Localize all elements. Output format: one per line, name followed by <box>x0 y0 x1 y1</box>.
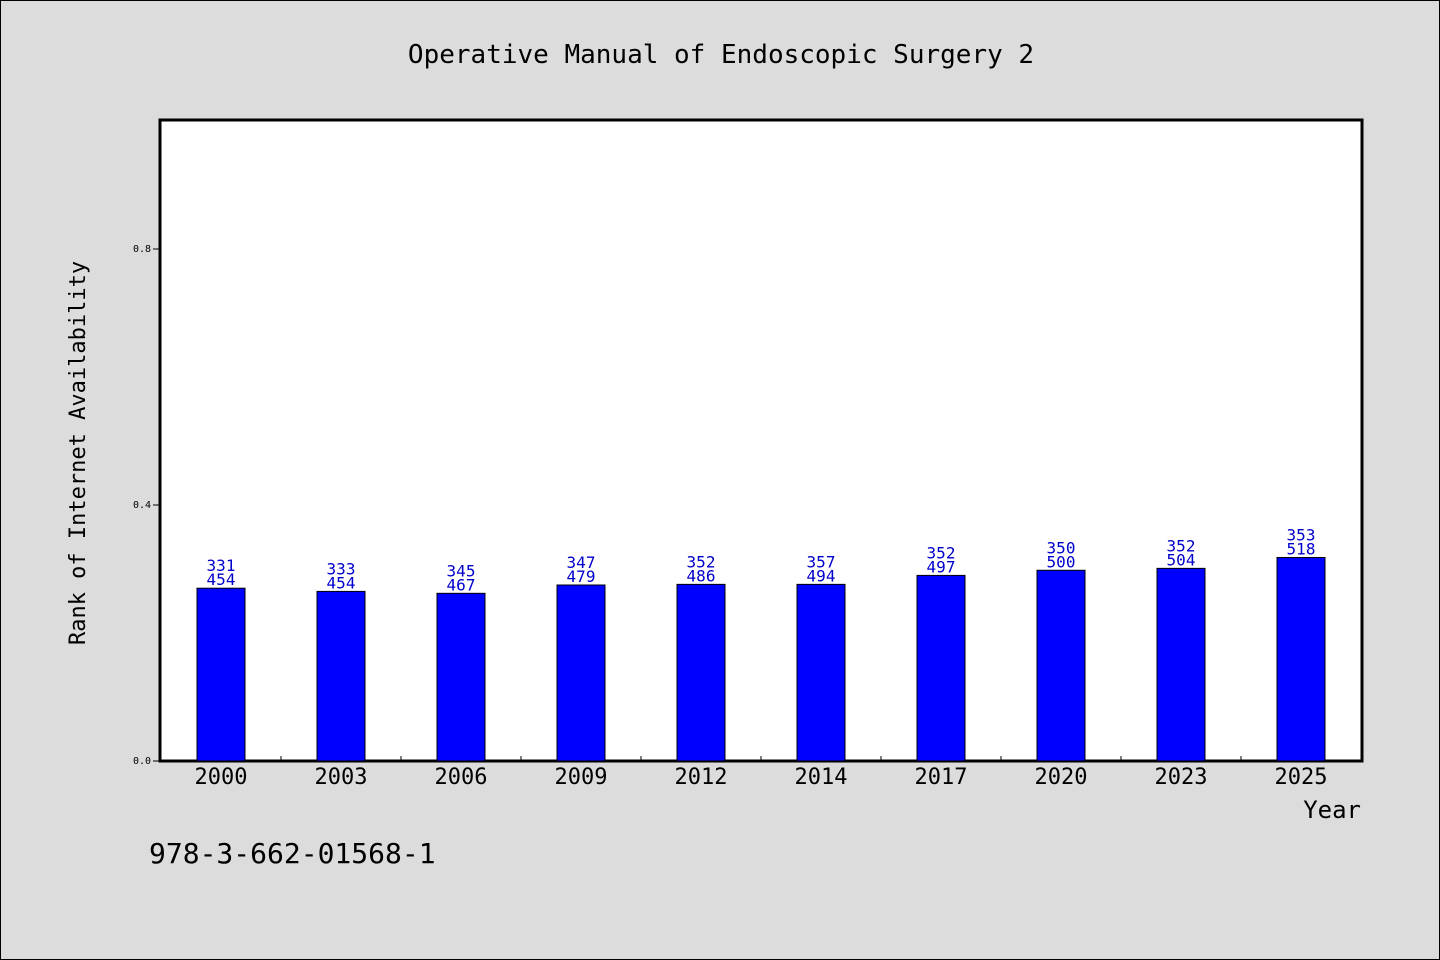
x-tick-label: 2003 <box>315 765 368 790</box>
data-label-top: 352 <box>927 543 956 562</box>
bar-2012 <box>676 583 726 762</box>
data-label-top: 350 <box>1047 538 1076 557</box>
x-tick-label: 2023 <box>1155 765 1208 790</box>
x-tick-label: 2006 <box>435 765 488 790</box>
x-axis-label: Year <box>1303 796 1361 824</box>
data-label-top: 333 <box>327 559 356 578</box>
data-label-top: 347 <box>567 553 596 572</box>
y-tick-label: 0.4 <box>133 500 151 511</box>
data-label-top: 352 <box>1167 536 1196 555</box>
x-tick-label: 2000 <box>195 765 248 790</box>
data-label-bottom: 479 <box>567 567 596 586</box>
x-tick-label: 2014 <box>795 765 848 790</box>
bar-2006 <box>436 592 486 762</box>
data-label-top: 357 <box>807 552 836 571</box>
x-axis: 2000 2003 2006 2009 2012 2014 2017 2020 2023 2025 <box>195 756 1328 790</box>
x-tick-label: 2012 <box>675 765 728 790</box>
data-label-bottom: 497 <box>927 557 956 576</box>
chart-title: Operative Manual of Endoscopic Surgery 2 <box>408 40 1034 70</box>
data-label-bottom: 454 <box>207 570 236 589</box>
bar-2000 <box>196 587 246 762</box>
bar-2003 <box>316 590 366 762</box>
y-tick-label: 0.0 <box>133 756 151 767</box>
x-tick-label: 2025 <box>1275 765 1328 790</box>
isbn-text: 978-3-662-01568-1 <box>149 837 436 870</box>
data-label-bottom: 467 <box>447 575 476 594</box>
data-label-bottom: 454 <box>327 573 356 592</box>
bar-2020 <box>1036 569 1086 762</box>
data-label-top: 352 <box>687 552 716 571</box>
bar-2014 <box>796 583 846 762</box>
data-label-top: 353 <box>1287 525 1316 544</box>
bar-2023 <box>1156 567 1206 762</box>
bar-2025 <box>1276 556 1326 762</box>
x-tick-label: 2020 <box>1035 765 1088 790</box>
x-tick-label: 2009 <box>555 765 608 790</box>
data-label-bottom: 518 <box>1287 539 1316 558</box>
y-axis: 0.0 0.4 0.8 <box>133 244 161 767</box>
data-label-bottom: 494 <box>807 566 836 585</box>
data-label-bottom: 486 <box>687 566 716 585</box>
bar-2009 <box>556 584 606 762</box>
data-label-top: 331 <box>207 556 236 575</box>
data-label-top: 345 <box>447 561 476 580</box>
data-label-bottom: 504 <box>1167 550 1196 569</box>
data-label-bottom: 500 <box>1047 552 1076 571</box>
y-tick-label: 0.8 <box>133 244 151 255</box>
bars <box>196 556 1326 762</box>
bar-2017 <box>916 574 966 762</box>
x-tick-label: 2017 <box>915 765 968 790</box>
y-axis-label: Rank of Internet Availability <box>66 261 91 645</box>
